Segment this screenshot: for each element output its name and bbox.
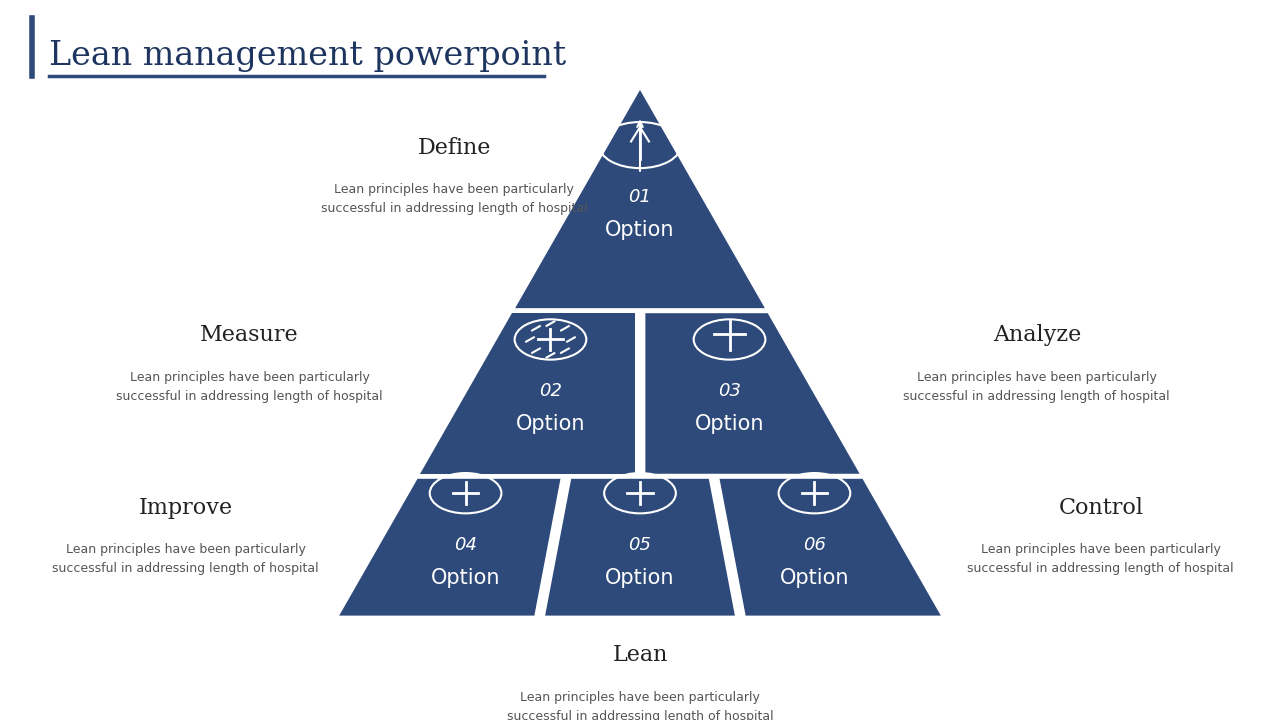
Text: Lean management powerpoint: Lean management powerpoint [49, 40, 566, 71]
Polygon shape [545, 479, 735, 616]
Text: Lean: Lean [612, 644, 668, 666]
Text: Measure: Measure [200, 324, 300, 346]
Text: 02: 02 [539, 382, 562, 400]
Text: Define: Define [417, 137, 492, 158]
Text: Lean principles have been particularly
successful in addressing length of hospit: Lean principles have been particularly s… [968, 544, 1234, 575]
Text: Option: Option [605, 220, 675, 240]
Text: Option: Option [431, 568, 500, 588]
Polygon shape [719, 479, 941, 616]
Text: Lean principles have been particularly
successful in addressing length of hospit: Lean principles have been particularly s… [507, 691, 773, 720]
Polygon shape [515, 90, 765, 308]
Polygon shape [645, 313, 860, 474]
Text: Lean principles have been particularly
successful in addressing length of hospit: Lean principles have been particularly s… [321, 184, 588, 215]
Polygon shape [339, 479, 561, 616]
Text: Lean principles have been particularly
successful in addressing length of hospit: Lean principles have been particularly s… [904, 371, 1170, 402]
Text: Option: Option [780, 568, 849, 588]
Text: Option: Option [516, 415, 585, 434]
Text: Option: Option [695, 415, 764, 434]
Text: 03: 03 [718, 382, 741, 400]
Text: Analyze: Analyze [993, 324, 1080, 346]
Text: Lean principles have been particularly
successful in addressing length of hospit: Lean principles have been particularly s… [116, 371, 383, 402]
Polygon shape [420, 313, 635, 474]
Text: Control: Control [1059, 497, 1143, 518]
Text: 05: 05 [628, 536, 652, 554]
Text: Lean principles have been particularly
successful in addressing length of hospit: Lean principles have been particularly s… [52, 544, 319, 575]
Text: Option: Option [605, 568, 675, 588]
Text: 04: 04 [454, 536, 477, 554]
Text: 01: 01 [628, 188, 652, 206]
Text: 06: 06 [803, 536, 826, 554]
Text: Improve: Improve [138, 497, 233, 518]
